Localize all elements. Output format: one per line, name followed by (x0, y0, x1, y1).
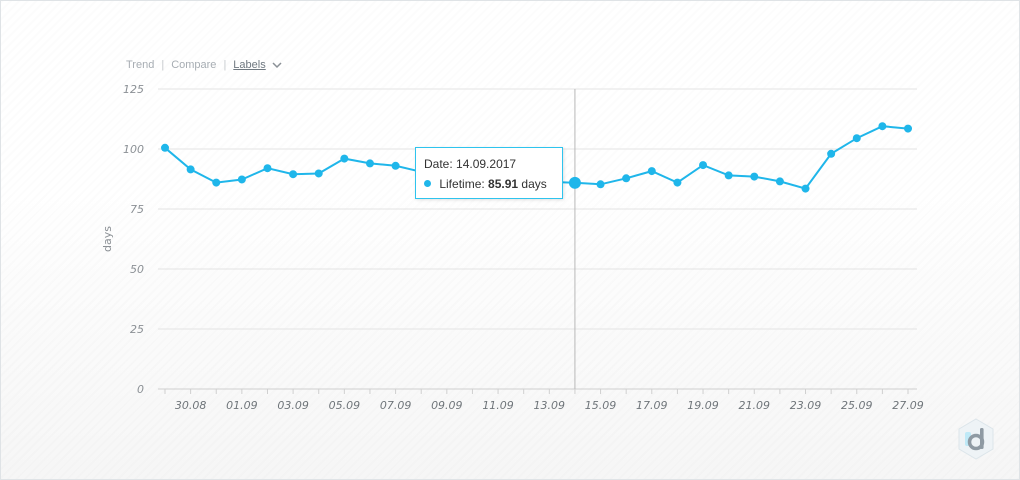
tooltip-date-prefix: Date: (424, 157, 453, 171)
data-point[interactable] (391, 161, 400, 170)
data-point[interactable] (365, 159, 374, 168)
toolbar-separator: | (223, 59, 227, 71)
data-point[interactable] (340, 154, 349, 163)
x-tick-label: 15.09 (585, 399, 617, 412)
compare-toggle[interactable]: Compare (171, 59, 217, 71)
x-tick-label: 13.09 (534, 399, 566, 412)
data-point[interactable] (647, 167, 656, 176)
x-tick-label: 03.09 (277, 399, 309, 412)
x-axis: 30.08 01.09 03.09 05.09 07.09 09.09 11.09 13.09… (158, 388, 924, 412)
data-point[interactable] (852, 134, 861, 143)
brand-logo-icon (958, 418, 994, 460)
data-point[interactable] (161, 143, 169, 152)
data-point[interactable] (724, 171, 733, 180)
data-point[interactable] (775, 177, 784, 186)
y-tick-label: 75 (130, 203, 144, 216)
data-point[interactable] (596, 180, 605, 189)
chart-toolbar: Trend | Compare | Labels (126, 58, 282, 72)
y-axis-ticks: 0 25 50 75 100 125 (123, 83, 144, 396)
y-axis-label: days (101, 226, 114, 252)
tooltip-unit: days (521, 177, 547, 191)
data-point[interactable] (186, 165, 195, 174)
x-tick-label: 11.09 (482, 399, 514, 412)
tooltip: Date: 14.09.2017 Lifetime: 85.91 days (415, 147, 563, 199)
y-tick-label: 50 (130, 263, 144, 276)
x-tick-label: 23.09 (790, 399, 822, 412)
trend-toggle[interactable]: Trend (126, 59, 155, 71)
x-tick-label: 21.09 (739, 399, 771, 412)
chevron-down-icon[interactable] (272, 61, 282, 69)
grid-lines (158, 88, 917, 330)
x-tick-label: 19.09 (687, 399, 719, 412)
tooltip-date-row: Date: 14.09.2017 (424, 156, 562, 176)
tooltip-value: 85.91 (488, 177, 519, 191)
data-point[interactable] (904, 124, 912, 133)
data-point[interactable] (212, 178, 221, 187)
tooltip-date-value: 14.09.2017 (456, 157, 517, 171)
data-point[interactable] (878, 122, 887, 131)
data-point[interactable] (263, 164, 272, 173)
x-tick-label: 25.09 (841, 399, 873, 412)
data-point[interactable] (314, 169, 323, 178)
y-tick-label: 0 (137, 383, 144, 396)
x-tick-label: 09.09 (431, 399, 463, 412)
data-point[interactable] (622, 174, 631, 183)
labels-dropdown[interactable]: Labels (233, 59, 266, 71)
data-point[interactable] (750, 172, 759, 181)
data-point[interactable] (673, 178, 682, 187)
data-point[interactable] (827, 149, 836, 158)
series-dot-icon (424, 180, 431, 187)
data-point[interactable] (237, 175, 246, 184)
data-point[interactable] (699, 161, 708, 170)
x-tick-label: 30.08 (175, 399, 207, 412)
data-point[interactable] (801, 184, 810, 193)
x-tick-label: 27.09 (892, 399, 924, 412)
y-tick-label: 25 (130, 323, 144, 336)
x-tick-label: 17.09 (636, 399, 668, 412)
data-point[interactable] (289, 170, 298, 179)
tooltip-value-row: Lifetime: 85.91 days (424, 176, 562, 196)
toolbar-separator: | (161, 59, 165, 71)
tooltip-series-prefix: Lifetime: (439, 177, 485, 191)
data-point-highlighted[interactable] (568, 176, 581, 189)
x-tick-label: 07.09 (380, 399, 412, 412)
y-tick-label: 100 (123, 143, 144, 156)
x-tick-label: 01.09 (226, 399, 258, 412)
x-tick-label: 05.09 (329, 399, 361, 412)
y-tick-label: 125 (123, 83, 144, 96)
